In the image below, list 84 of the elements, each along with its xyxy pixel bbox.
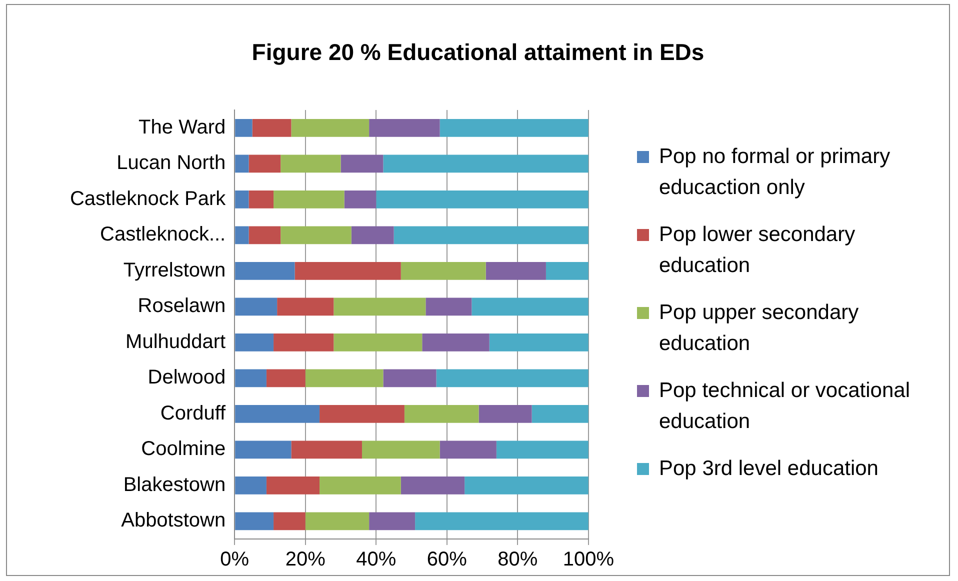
- x-tick-label: 100%: [562, 548, 614, 571]
- x-tick-label: 80%: [498, 548, 538, 571]
- x-tick-label: 60%: [426, 548, 468, 571]
- bar: [235, 226, 249, 244]
- legend-label: Pop no formal or primary educaction only: [659, 144, 892, 201]
- y-tick-label: Mulhuddart: [126, 330, 226, 353]
- bar: [496, 440, 588, 459]
- bar: [472, 298, 588, 316]
- bar: [274, 333, 334, 352]
- bar: [334, 333, 422, 352]
- legend-label: Pop technical or vocational education: [659, 378, 911, 435]
- bar: [344, 190, 376, 208]
- bar: [532, 404, 588, 423]
- bar: [486, 262, 546, 280]
- bar: [280, 226, 352, 244]
- bar: [235, 333, 274, 352]
- bar: [489, 333, 588, 352]
- bar: [248, 190, 274, 208]
- bar: [277, 298, 334, 316]
- bar: [235, 440, 292, 459]
- bar: [383, 369, 436, 388]
- bar: [280, 154, 341, 173]
- bar: [235, 512, 274, 530]
- bar: [383, 154, 588, 173]
- bar: [400, 476, 465, 494]
- bar: [369, 512, 416, 530]
- bar: [426, 298, 472, 316]
- bar: [235, 262, 295, 280]
- bar: [305, 369, 384, 388]
- y-tick-label: Roselawn: [138, 295, 226, 318]
- chart-title: Figure 20 % Educational attaiment in EDs: [250, 39, 706, 66]
- y-tick-label: Castleknock Park: [70, 188, 227, 210]
- y-tick-label: Coolmine: [141, 438, 226, 460]
- bar: [274, 190, 344, 208]
- bar: [266, 369, 306, 388]
- bar: [252, 118, 292, 137]
- bar: [235, 476, 266, 494]
- x-tick-label: 20%: [285, 548, 326, 571]
- bar: [478, 404, 532, 423]
- bar: [294, 262, 401, 280]
- bar: [305, 512, 370, 530]
- legend-label: Pop lower secondary education: [659, 222, 856, 279]
- y-tick-label: Blakestown: [123, 474, 226, 496]
- bar: [400, 262, 486, 280]
- y-tick-label: Castleknock...: [100, 224, 226, 246]
- bar: [291, 118, 370, 137]
- y-tick-label: Tyrrelstown: [123, 259, 226, 282]
- bar: [440, 440, 496, 459]
- bar: [436, 369, 588, 388]
- bar: [248, 154, 281, 173]
- bar: [464, 476, 588, 494]
- bar: [235, 118, 252, 137]
- x-tick-label: 0%: [220, 548, 250, 571]
- bar: [235, 404, 320, 423]
- bar: [291, 440, 362, 459]
- x-tick-label: 40%: [356, 548, 396, 571]
- bar: [362, 440, 440, 459]
- y-tick-label: The Ward: [138, 116, 226, 138]
- y-tick-label: Abbotstown: [121, 510, 226, 532]
- bar: [546, 262, 588, 280]
- bar: [404, 404, 479, 423]
- bar: [351, 226, 394, 244]
- bar: [415, 512, 588, 530]
- bar: [394, 226, 588, 244]
- bar: [235, 154, 249, 173]
- bar: [235, 190, 249, 208]
- bar: [235, 298, 278, 316]
- bar: [320, 476, 401, 494]
- legend-label: Pop 3rd level education: [659, 456, 878, 482]
- bar: [440, 118, 588, 137]
- bar: [248, 226, 281, 244]
- bar: [266, 476, 320, 494]
- y-tick-label: Delwood: [148, 366, 226, 389]
- bar: [369, 118, 440, 137]
- bar: [320, 404, 404, 423]
- y-tick-label: Lucan North: [116, 152, 226, 174]
- y-tick-label: Corduff: [160, 402, 226, 424]
- bar: [422, 333, 490, 352]
- bar: [235, 369, 266, 388]
- legend-label: Pop upper secondary education: [659, 300, 860, 357]
- bar: [274, 512, 306, 530]
- bar: [376, 190, 588, 208]
- bar: [340, 154, 384, 173]
- bar: [334, 298, 426, 316]
